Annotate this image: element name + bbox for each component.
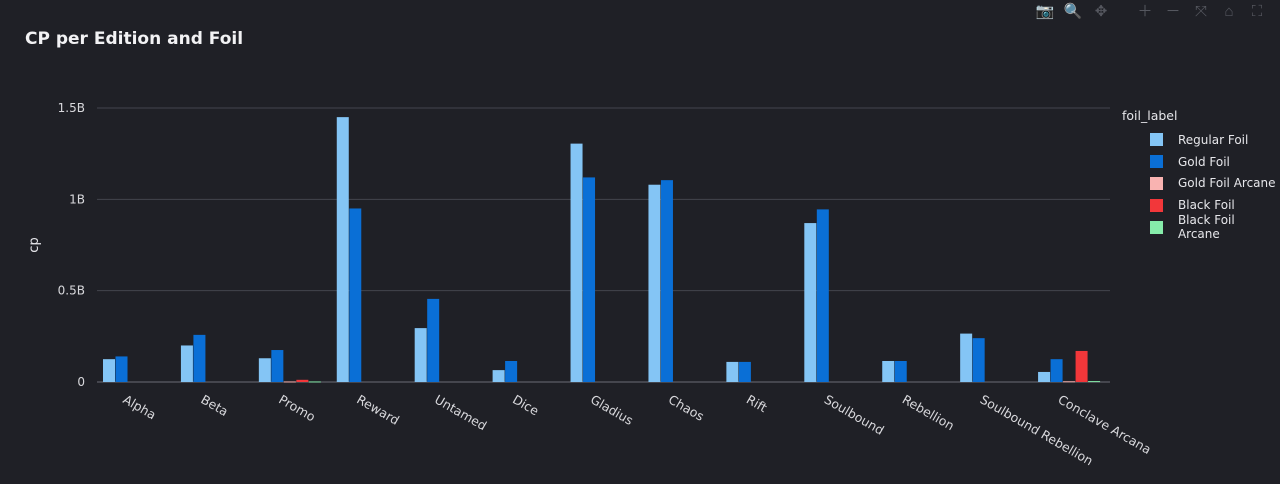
y-tick-label: 1.5B	[58, 101, 85, 115]
bar[interactable]	[660, 180, 673, 382]
bar[interactable]	[1050, 359, 1063, 382]
modebar: 📷 🔍 ✥ ＋ － ⤧ ⌂ ⛶	[1034, 2, 1268, 20]
y-tick-label: 1B	[69, 192, 85, 206]
bar[interactable]	[427, 298, 440, 382]
x-tick-label: Reward	[354, 392, 402, 428]
legend-item[interactable]: Black Foil	[1122, 194, 1280, 216]
x-tick-label: Gladius	[588, 392, 636, 428]
legend-label: Gold Foil	[1178, 154, 1230, 169]
legend-item[interactable]: Black Foil Arcane	[1122, 213, 1280, 242]
x-tick-label: Beta	[198, 392, 230, 419]
camera-icon[interactable]: 📷	[1035, 2, 1055, 20]
bar[interactable]	[296, 379, 309, 382]
bar[interactable]	[882, 360, 895, 382]
legend-swatch	[1150, 220, 1163, 234]
bar[interactable]	[972, 338, 985, 382]
y-axis-label: cp	[27, 237, 42, 252]
bar[interactable]	[726, 361, 739, 382]
legend-title: foil_label	[1122, 108, 1178, 123]
bar[interactable]	[258, 358, 271, 382]
bar[interactable]	[738, 361, 751, 382]
fullscreen-icon[interactable]: ⛶	[1251, 2, 1263, 20]
x-tick-label: Untamed	[432, 392, 489, 434]
bar[interactable]	[103, 359, 115, 382]
bar[interactable]	[894, 360, 907, 382]
bar[interactable]	[1038, 371, 1051, 382]
legend-label: Black Foil	[1178, 198, 1235, 213]
legend-label: Regular Foil	[1178, 132, 1249, 147]
x-tick-label: Rift	[744, 392, 770, 416]
bar[interactable]	[1075, 350, 1088, 382]
legend-label: Gold Foil Arcane	[1178, 176, 1276, 191]
bar[interactable]	[308, 381, 321, 383]
bar[interactable]	[414, 328, 427, 382]
zoom-out-icon[interactable]: －	[1165, 2, 1181, 20]
zoom-icon[interactable]: 🔍	[1063, 2, 1083, 20]
legend-item[interactable]: Gold Foil	[1122, 151, 1280, 173]
x-tick-label: Promo	[276, 392, 318, 425]
bar[interactable]	[349, 208, 362, 382]
zoom-in-icon[interactable]: ＋	[1137, 2, 1153, 20]
x-tick-label: Alpha	[120, 392, 158, 423]
bar[interactable]	[1088, 381, 1101, 383]
bar[interactable]	[583, 177, 596, 382]
legend-swatch	[1150, 176, 1163, 190]
x-tick-label: Rebellion	[900, 392, 957, 434]
reset-axes-icon[interactable]: ⌂	[1224, 2, 1234, 20]
bar[interactable]	[1063, 381, 1076, 383]
legend-label: Black Foil Arcane	[1177, 213, 1235, 242]
bar[interactable]	[336, 117, 349, 382]
x-tick-label: Dice	[510, 392, 542, 419]
legend-item[interactable]: Gold Foil Arcane	[1122, 173, 1280, 195]
y-tick-label: 0	[77, 375, 85, 389]
bar[interactable]	[648, 184, 661, 382]
legend-swatch	[1150, 155, 1163, 169]
legend-swatch	[1150, 198, 1163, 212]
bar[interactable]	[283, 381, 296, 383]
y-tick-label: 0.5B	[58, 284, 85, 298]
chart-title: CP per Edition and Foil	[25, 29, 244, 49]
legend-swatch	[1150, 133, 1163, 147]
bar[interactable]	[180, 345, 193, 382]
bar[interactable]	[960, 333, 973, 382]
bar[interactable]	[115, 356, 128, 382]
legend: foil_label Regular Foil Gold Foil Gold Foi…	[1122, 108, 1280, 242]
bar[interactable]	[505, 360, 518, 382]
bar[interactable]	[804, 223, 817, 382]
bar[interactable]	[570, 143, 583, 382]
autoscale-icon[interactable]: ⤧	[1194, 2, 1207, 20]
bar[interactable]	[193, 334, 206, 382]
bar[interactable]	[492, 370, 505, 382]
pan-icon[interactable]: ✥	[1094, 2, 1108, 20]
bar[interactable]	[271, 350, 284, 382]
x-tick-label: Soulbound	[822, 392, 887, 438]
bar[interactable]	[816, 209, 829, 382]
legend-item[interactable]: Regular Foil	[1122, 129, 1280, 151]
x-tick-label: Chaos	[666, 392, 707, 424]
